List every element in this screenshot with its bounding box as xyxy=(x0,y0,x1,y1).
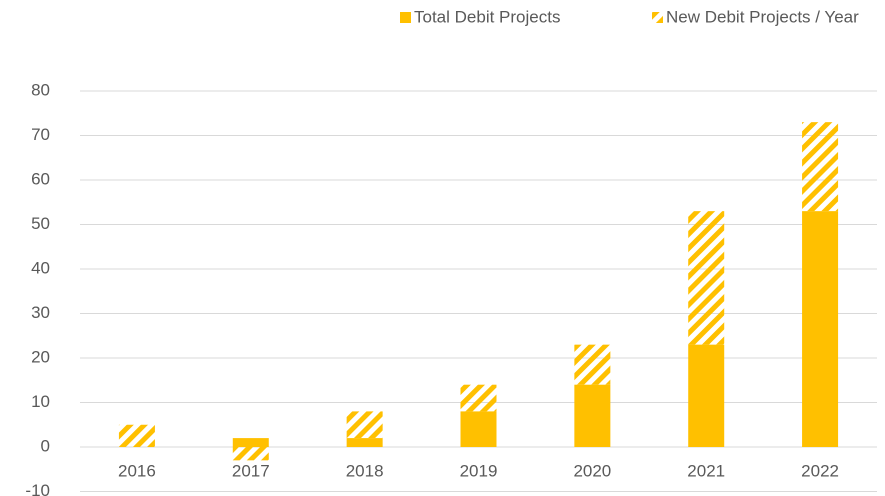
x-tick-label: 2021 xyxy=(687,461,725,480)
y-tick-label: 70 xyxy=(31,125,50,144)
y-tick-label: 60 xyxy=(31,169,50,188)
legend-swatch xyxy=(400,12,411,23)
legend-label: New Debit Projects / Year xyxy=(666,7,859,26)
bar-segment xyxy=(688,344,725,447)
x-tick-label: 2018 xyxy=(346,461,384,480)
y-tick-label: 80 xyxy=(31,80,50,99)
x-tick-label: 2019 xyxy=(460,461,498,480)
legend-swatch xyxy=(652,12,663,23)
bar-segment xyxy=(802,211,839,447)
bar-segment xyxy=(118,424,155,447)
legend-item: Total Debit Projects xyxy=(400,7,560,26)
y-tick-label: 10 xyxy=(31,392,50,411)
bar-segment xyxy=(460,411,497,447)
bar-segment xyxy=(460,384,497,412)
y-tick-label: 20 xyxy=(31,347,50,366)
y-tick-label: 50 xyxy=(31,214,50,233)
bar-segment xyxy=(802,122,839,212)
y-tick-label: 0 xyxy=(41,436,50,455)
y-tick-label: -10 xyxy=(25,481,50,496)
y-tick-label: 30 xyxy=(31,303,50,322)
bar-segment xyxy=(346,411,383,439)
legend-label: Total Debit Projects xyxy=(414,7,560,26)
legend-item: New Debit Projects / Year xyxy=(652,7,859,26)
bar-segment xyxy=(232,438,269,447)
y-tick-label: 40 xyxy=(31,258,50,277)
x-tick-label: 2022 xyxy=(801,461,839,480)
x-tick-label: 2020 xyxy=(573,461,611,480)
x-tick-label: 2017 xyxy=(232,461,270,480)
bar-segment xyxy=(574,344,611,385)
bar-segment xyxy=(688,211,725,345)
bar-segment xyxy=(346,438,383,447)
x-tick-label: 2016 xyxy=(118,461,156,480)
bar-segment xyxy=(232,447,269,461)
bar-segment xyxy=(574,384,611,447)
